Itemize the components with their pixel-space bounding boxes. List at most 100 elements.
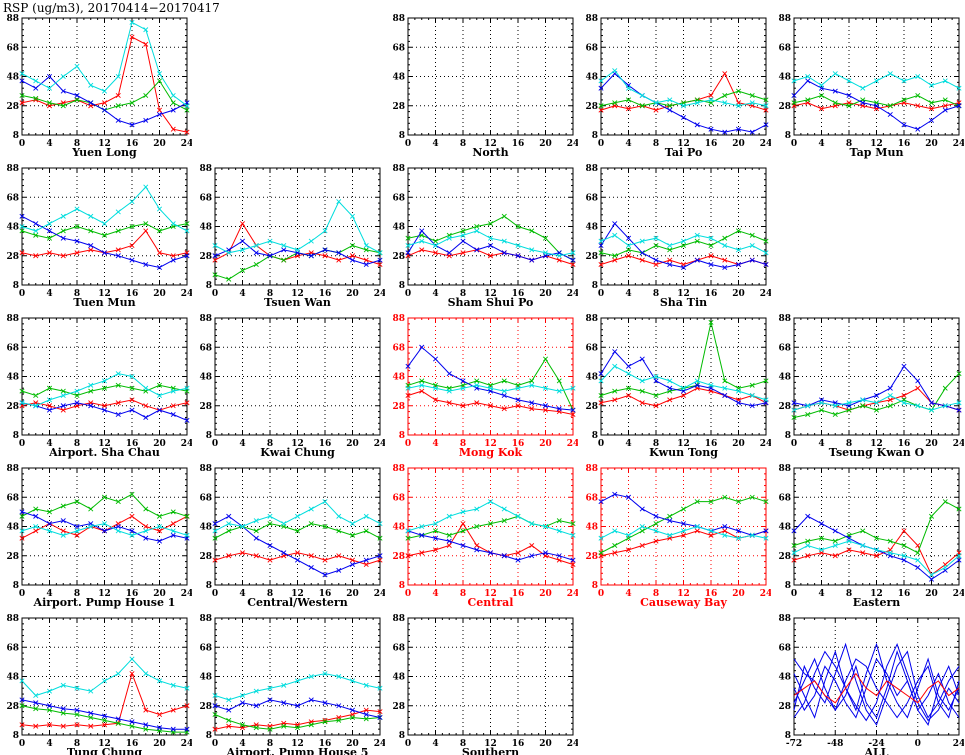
x-tick-label: 8 xyxy=(846,139,852,149)
x-tick-label: 20 xyxy=(153,739,166,749)
x-tick-label: 0 xyxy=(19,439,25,449)
series-markers-green xyxy=(598,228,769,259)
x-tick-label: 8 xyxy=(653,289,659,299)
x-tick-label: 20 xyxy=(153,439,166,449)
series-markers-cyan xyxy=(212,671,383,703)
x-tick-label: 0 xyxy=(598,289,604,299)
y-tick-label: 88 xyxy=(778,614,791,624)
y-tick-label: 88 xyxy=(199,164,212,174)
series-markers-green xyxy=(791,499,962,556)
x-tick-label: 20 xyxy=(153,289,166,299)
chart-title: Central xyxy=(468,596,514,609)
series-markers-cyan xyxy=(212,199,383,256)
x-tick-label: 0 xyxy=(19,289,25,299)
y-tick-label: 68 xyxy=(199,193,212,203)
chart-tap-mun: 8 28 48 68 88 0 4 8 12 16 20 24 Tap Mun xyxy=(772,12,965,163)
y-tick-label: 48 xyxy=(585,523,598,533)
x-tick-label: 4 xyxy=(46,289,52,299)
y-tick-label: 68 xyxy=(6,343,19,353)
series-markers-blue xyxy=(212,238,383,268)
y-tick-label: 48 xyxy=(778,73,791,83)
x-tick-label: 16 xyxy=(126,739,139,749)
y-tick-label: 68 xyxy=(392,643,405,653)
x-tick-label: 24 xyxy=(374,439,385,449)
y-tick-label: 68 xyxy=(6,493,19,503)
x-tick-label: 24 xyxy=(953,439,964,449)
chart-title: Central/Western xyxy=(247,596,347,609)
x-tick-label: 16 xyxy=(512,139,525,149)
chart-tsuen-wan: 8 28 48 68 88 0 4 8 12 16 20 24 Tsuen Wan xyxy=(193,162,386,313)
x-tick-label: 20 xyxy=(732,139,745,149)
x-tick-label: 12 xyxy=(484,439,497,449)
page-title: RSP (ug/m3), 20170414−20170417 xyxy=(3,1,220,15)
series-line-blue xyxy=(793,80,960,130)
x-tick-label: 8 xyxy=(653,139,659,149)
y-tick-label: 28 xyxy=(6,102,19,112)
y-tick-label: 8 xyxy=(206,281,212,291)
series-markers-blue xyxy=(19,697,190,732)
chart-title: Sham Shui Po xyxy=(448,296,534,309)
x-tick-label: 4 xyxy=(239,739,245,749)
x-tick-label: 12 xyxy=(291,289,304,299)
x-tick-label: 16 xyxy=(705,439,718,449)
x-tick-label: 20 xyxy=(539,139,552,149)
x-tick-label: 0 xyxy=(19,589,25,599)
series-markers-cyan xyxy=(19,19,190,109)
y-tick-label: 68 xyxy=(392,343,405,353)
y-tick-label: 88 xyxy=(6,14,19,24)
x-tick-label: 24 xyxy=(953,739,964,749)
x-tick-label: -48 xyxy=(827,739,843,749)
y-tick-label: 8 xyxy=(399,731,405,741)
x-tick-label: 20 xyxy=(539,589,552,599)
series-markers-cyan xyxy=(405,382,576,394)
y-tick-label: 8 xyxy=(785,131,791,141)
y-tick-label: 8 xyxy=(399,281,405,291)
x-tick-label: 4 xyxy=(818,139,824,149)
x-tick-label: 16 xyxy=(319,439,332,449)
series-markers-green xyxy=(212,711,383,732)
y-tick-label: 68 xyxy=(585,493,598,503)
y-tick-label: 88 xyxy=(6,314,19,324)
y-tick-label: 28 xyxy=(585,552,598,562)
series-line-cyan xyxy=(793,540,960,576)
y-tick-label: 68 xyxy=(6,643,19,653)
y-tick-label: 48 xyxy=(392,223,405,233)
series-line-blue xyxy=(21,75,188,126)
y-tick-label: 48 xyxy=(585,223,598,233)
y-tick-label: 68 xyxy=(6,43,19,53)
x-tick-label: 16 xyxy=(319,289,332,299)
series-markers-cyan xyxy=(19,521,190,538)
series-markers-cyan xyxy=(791,392,962,413)
x-tick-label: 24 xyxy=(567,289,578,299)
x-tick-label: 24 xyxy=(567,439,578,449)
chart-title: Southern xyxy=(462,746,519,755)
y-tick-label: 8 xyxy=(206,431,212,441)
y-tick-label: 28 xyxy=(199,702,212,712)
x-tick-label: 20 xyxy=(732,589,745,599)
x-tick-label: 24 xyxy=(953,139,964,149)
x-tick-label: 12 xyxy=(98,289,111,299)
x-tick-label: 24 xyxy=(374,289,385,299)
y-tick-label: 48 xyxy=(6,223,19,233)
y-tick-label: 28 xyxy=(6,552,19,562)
x-tick-label: 24 xyxy=(181,589,192,599)
series-line-blue xyxy=(214,515,381,576)
x-tick-label: 24 xyxy=(567,739,578,749)
x-tick-label: 24 xyxy=(374,739,385,749)
x-tick-label: 16 xyxy=(319,739,332,749)
series-markers-green xyxy=(19,382,190,399)
x-tick-label: 8 xyxy=(267,289,273,299)
y-tick-label: 28 xyxy=(778,552,791,562)
y-tick-label: 88 xyxy=(778,14,791,24)
y-tick-label: 88 xyxy=(392,614,405,624)
